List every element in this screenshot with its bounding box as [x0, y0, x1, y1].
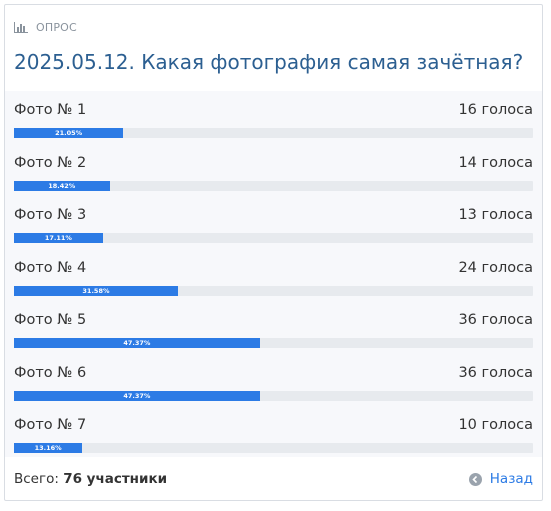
option-progress-fill: 13.16% [14, 443, 83, 453]
poll-options: Фото № 1 16 голоса 21.05% Фото № 2 14 го… [5, 91, 542, 457]
option-progress-fill: 31.58% [14, 286, 178, 296]
poll-card: ОПРОС 2025.05.12. Какая фотография самая… [4, 4, 543, 501]
option-progress-fill: 47.37% [14, 391, 260, 401]
option-votes: 36 голоса [458, 312, 533, 328]
poll-header-label: ОПРОС [36, 20, 77, 34]
poll-option: Фото № 3 13 голоса 17.11% [14, 200, 533, 252]
total-value: 76 участники [63, 471, 168, 487]
option-votes: 16 голоса [458, 102, 533, 118]
option-progress-fill: 18.42% [14, 181, 110, 191]
option-label: Фото № 1 [14, 102, 87, 118]
option-progress-track: 47.37% [14, 338, 533, 348]
arrow-left-circle-icon [468, 472, 482, 486]
option-progress-fill: 21.05% [14, 128, 124, 138]
poll-option: Фото № 2 14 голоса 18.42% [14, 148, 533, 200]
poll-option: Фото № 6 36 голоса 47.37% [14, 358, 533, 410]
poll-option: Фото № 7 10 голоса 13.16% [14, 410, 533, 462]
option-label: Фото № 5 [14, 312, 87, 328]
option-progress-track: 31.58% [14, 286, 533, 296]
poll-header: ОПРОС [5, 5, 542, 49]
option-label: Фото № 2 [14, 155, 87, 171]
option-votes: 14 голоса [458, 155, 533, 171]
option-progress-track: 17.11% [14, 233, 533, 243]
total-label: Всего: [14, 471, 59, 487]
poll-option: Фото № 1 16 голоса 21.05% [14, 95, 533, 147]
option-votes: 10 голоса [458, 417, 533, 433]
option-votes: 36 голоса [458, 365, 533, 381]
option-progress-track: 13.16% [14, 443, 533, 453]
bar-chart-icon [14, 21, 28, 33]
option-progress-fill: 17.11% [14, 233, 103, 243]
option-label: Фото № 6 [14, 365, 87, 381]
option-progress-fill: 47.37% [14, 338, 260, 348]
option-progress-track: 47.37% [14, 391, 533, 401]
option-votes: 24 голоса [458, 260, 533, 276]
option-label: Фото № 3 [14, 207, 87, 223]
poll-option: Фото № 4 24 голоса 31.58% [14, 253, 533, 305]
option-votes: 13 голоса [458, 207, 533, 223]
back-link[interactable]: Назад [468, 471, 533, 487]
back-label: Назад [489, 471, 533, 487]
option-progress-track: 18.42% [14, 181, 533, 191]
option-label: Фото № 7 [14, 417, 87, 433]
poll-option: Фото № 5 36 голоса 47.37% [14, 305, 533, 357]
poll-question: 2025.05.12. Какая фотография самая зачёт… [14, 50, 524, 74]
option-label: Фото № 4 [14, 260, 87, 276]
poll-footer: Всего: 76 участники Назад [5, 457, 542, 501]
option-progress-track: 21.05% [14, 128, 533, 138]
total-participants: Всего: 76 участники [14, 471, 167, 487]
